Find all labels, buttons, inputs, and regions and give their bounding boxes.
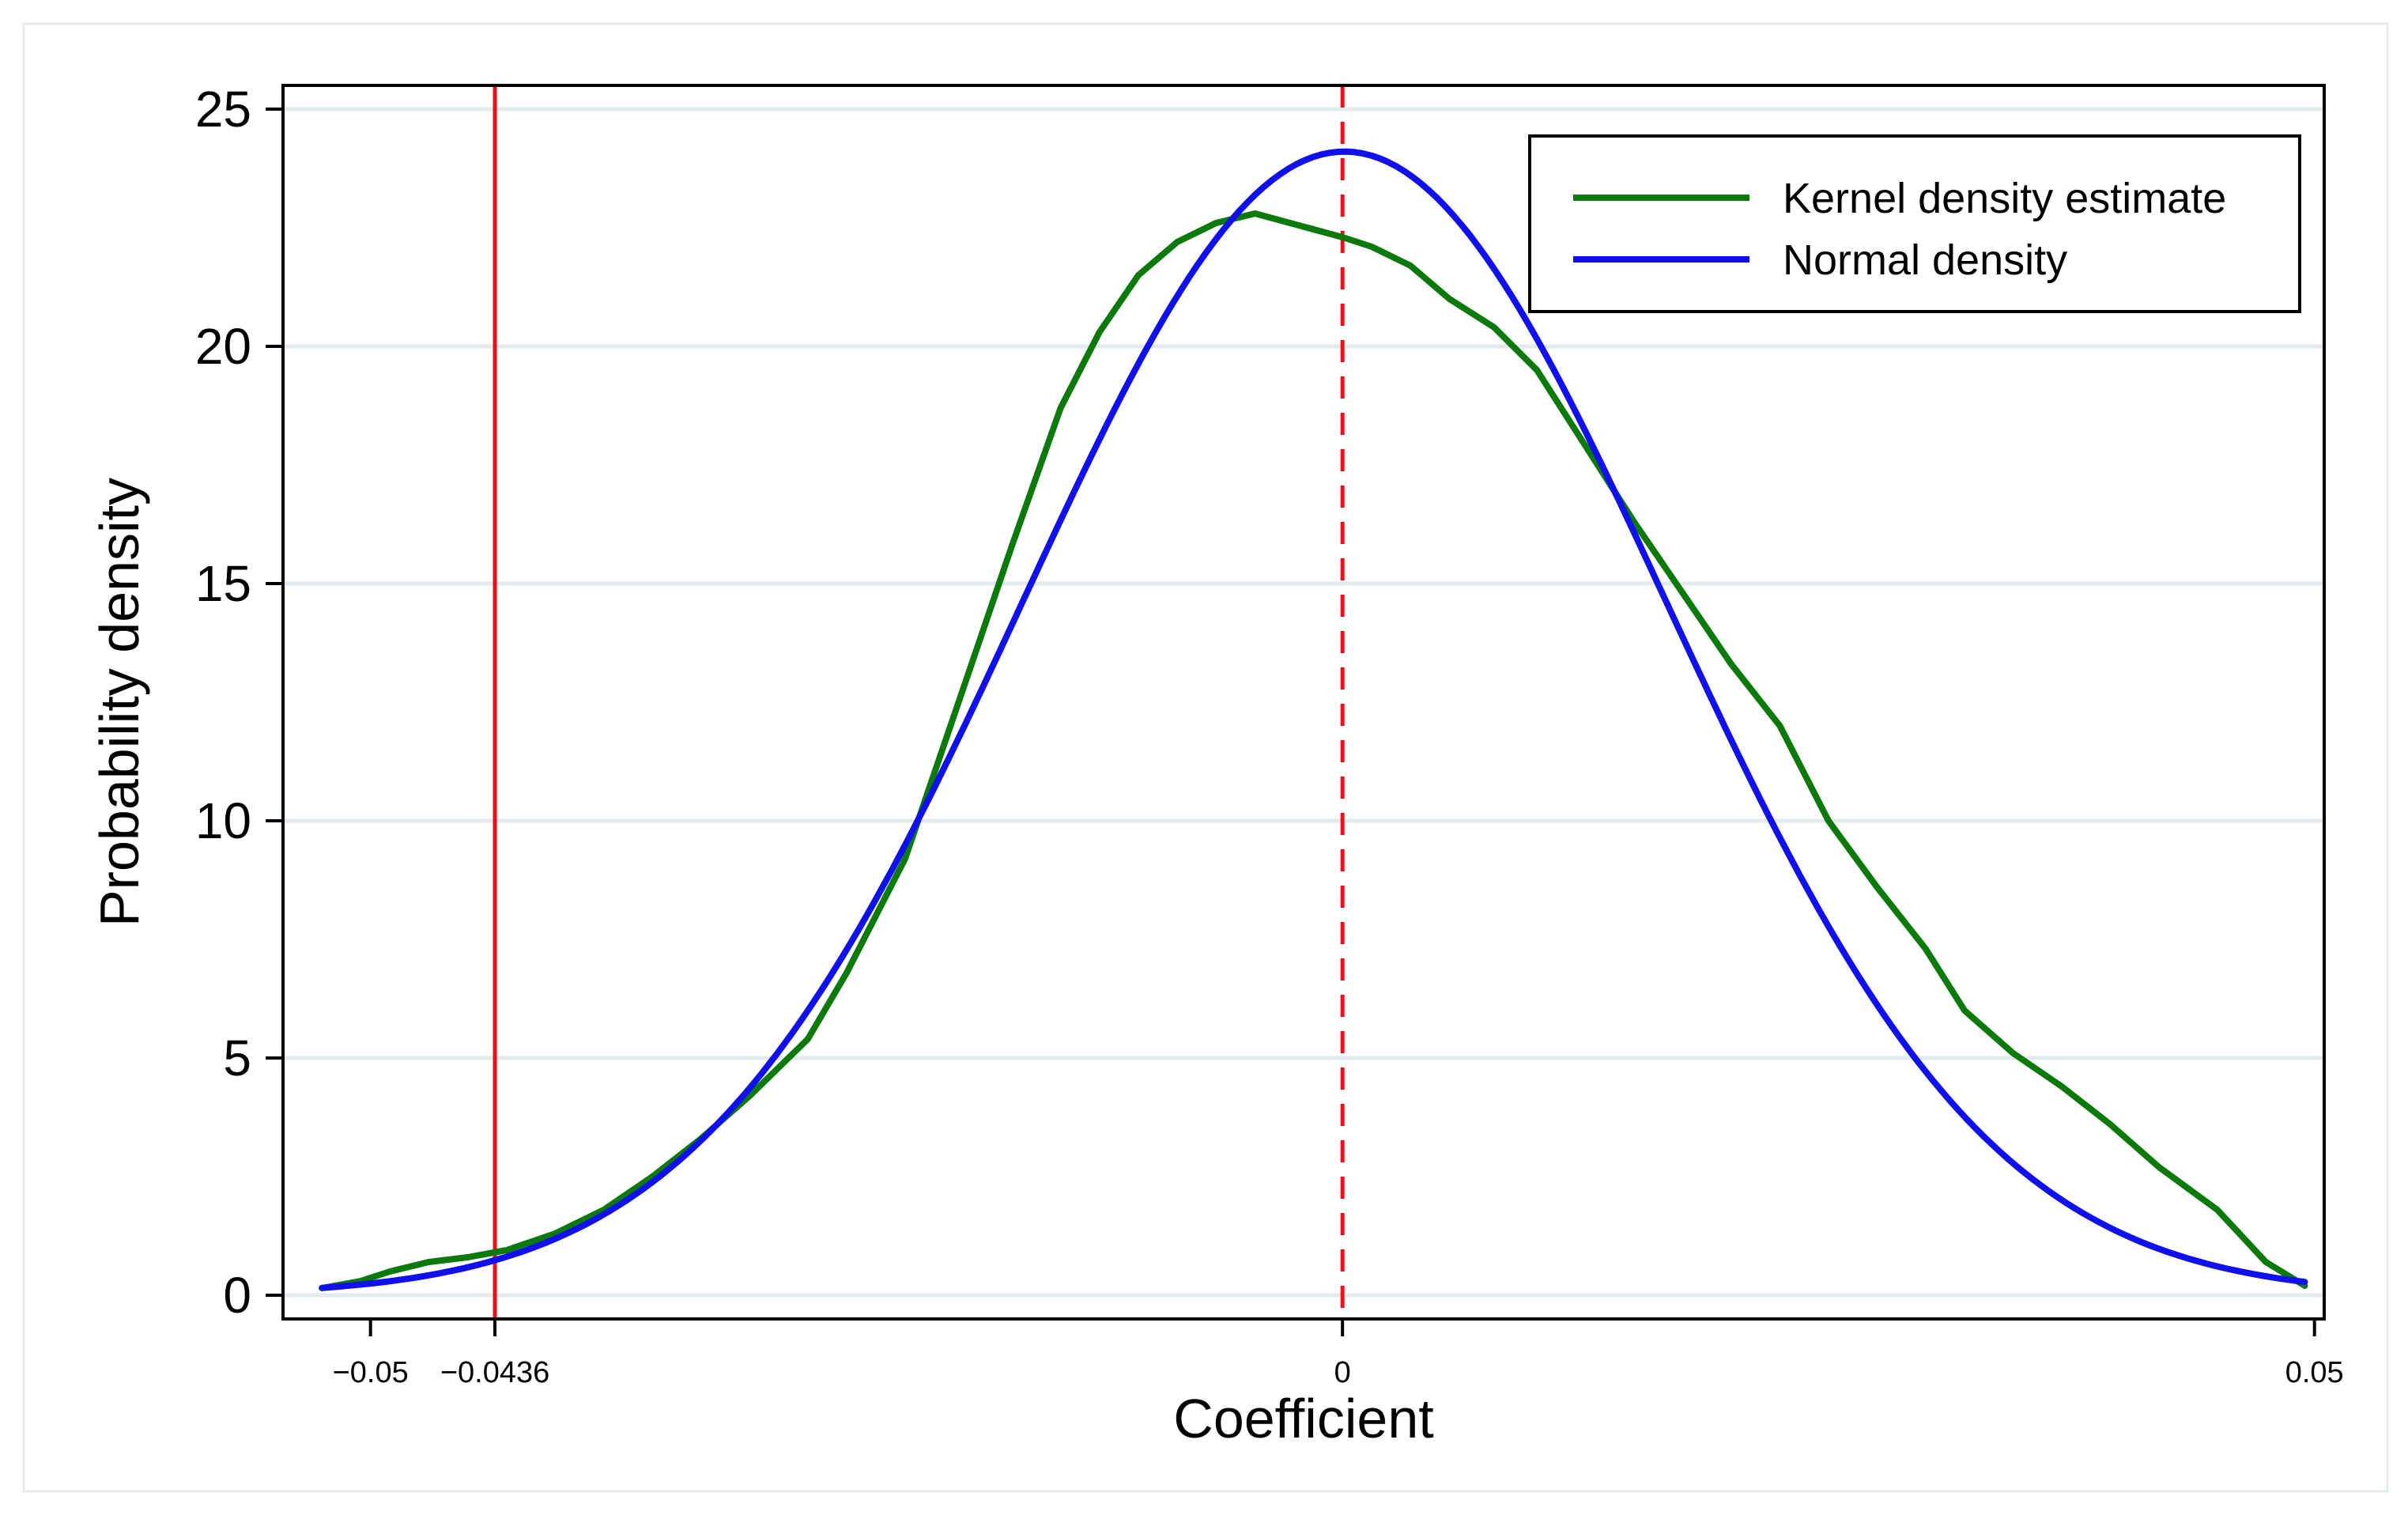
x-tick-label: −0.0436 [440,1356,549,1389]
y-tick-label: 15 [195,555,251,612]
series-line-kernel [319,210,2308,1291]
y-tick-label: 25 [195,81,251,138]
series-line-normal [319,148,2308,1291]
legend-label-kernel: Kernel density estimate [1783,175,2226,222]
y-tick-label: 0 [223,1267,251,1324]
x-tick-label: 0.05 [2285,1356,2344,1389]
x-tick-label: −0.05 [333,1356,409,1389]
grid [283,107,2324,1298]
axes: 0 5 10 15 20 25 −0.05 −0.0436 0 0.05 [195,81,2344,1389]
figure-frame [22,22,2389,1493]
legend-box [1528,134,2301,313]
reference-lines [493,85,1345,1319]
series [319,148,2308,1291]
legend-label-normal: Normal density [1783,236,2067,284]
legend: Kernel density estimate Normal density [1528,134,2301,313]
y-tick-label: 10 [195,792,251,849]
y-tick-label: 20 [195,318,251,375]
y-axis-title: Probability density [89,478,150,927]
y-tick-label: 5 [223,1030,251,1086]
plot-frame [281,84,2326,1321]
x-tick-label: 0 [1334,1356,1351,1389]
x-axis-title: Coefficient [1173,1388,1433,1449]
